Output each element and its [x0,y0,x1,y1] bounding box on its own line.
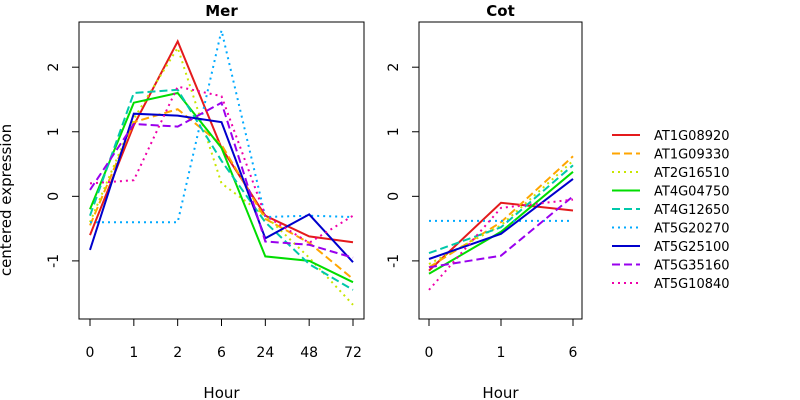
y-tick-label: 0 [46,192,62,201]
x-axis-label: Hour [203,384,240,400]
x-tick-label: 1 [497,345,506,361]
legend-label: AT5G20270 [654,222,730,237]
series-line-at5g20270 [90,30,354,224]
legend-label: AT4G12650 [654,203,730,218]
x-tick-label: 0 [425,345,434,361]
y-tick-label: 1 [386,127,402,136]
chart-panels: Mer 0 1 2 6 24 48 72 -1 0 1 2 Hour Cot 0 1 6 -1 0 1 2 Hour [46,2,583,400]
panel-mer: Mer 0 1 2 6 24 48 72 -1 0 1 2 Hour [46,2,365,400]
x-tick-label: 72 [344,345,362,361]
plot-frame [78,21,365,320]
legend-label: AT1G09330 [654,148,730,163]
series-line-at1g09330 [428,155,574,269]
series-line-at2g16510 [428,160,574,265]
y-tick-label: -1 [386,254,402,268]
series-line-at5g35160 [89,101,354,259]
series-line-at1g09330 [89,108,354,280]
series-line-at5g10840 [89,85,354,244]
y-axis-label: centered expression [0,124,15,276]
x-tick-label: 1 [129,345,138,361]
x-tick-label: 0 [86,345,95,361]
legend-label: AT4G04750 [654,185,730,200]
legend-item: AT1G08920 [612,129,730,144]
series-line-at5g10840 [428,198,574,291]
panel-title: Cot [486,2,514,20]
series-line-at5g25100 [89,112,354,263]
legend-item: AT5G35160 [612,259,730,274]
legend-item: AT1G09330 [612,148,730,163]
legend: AT1G08920 AT1G09330 AT2G16510 AT4G04750 AT4G… [612,129,730,292]
legend-label: AT5G35160 [654,259,730,274]
series-line-at5g25100 [428,178,574,260]
series-line-at4g04750 [428,171,574,275]
series-line-at1g08920 [428,201,574,272]
series-line-at5g35160 [428,195,574,269]
y-tick-label: -1 [46,254,62,268]
series-line-at4g12650 [89,88,354,291]
x-tick-label: 6 [569,345,578,361]
legend-label: AT5G25100 [654,240,730,255]
x-tick-label: 24 [256,345,274,361]
x-tick-label: 48 [300,345,318,361]
legend-label: AT2G16510 [654,166,730,181]
y-tick-label: 2 [46,63,62,72]
legend-item: AT5G10840 [612,277,730,292]
series-line-at1g08920 [89,39,354,244]
series-line-at4g12650 [428,164,574,255]
legend-item: AT2G16510 [612,166,730,181]
panel-cot: Cot 0 1 6 -1 0 1 2 Hour [386,2,583,400]
legend-label: AT1G08920 [654,129,730,144]
panel-title: Mer [205,2,238,20]
legend-item: AT5G25100 [612,240,730,255]
series-line-at4g04750 [89,91,354,284]
legend-item: AT5G20270 [612,222,730,237]
y-tick-label: 0 [386,192,402,201]
x-tick-label: 2 [173,345,182,361]
x-tick-label: 6 [217,345,226,361]
x-axis-label: Hour [482,384,519,400]
y-tick-label: 1 [46,127,62,136]
legend-item: AT4G12650 [612,203,730,218]
legend-item: AT4G04750 [612,185,730,200]
legend-label: AT5G10840 [654,277,730,292]
y-tick-label: 2 [386,63,402,72]
